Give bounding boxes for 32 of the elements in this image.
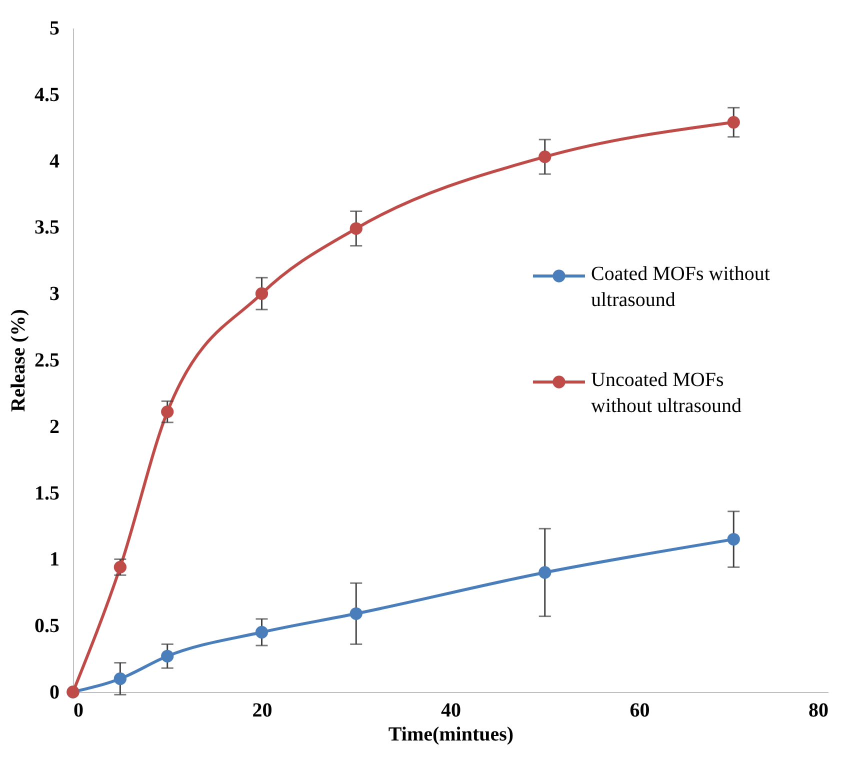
- point: [727, 116, 740, 129]
- y-tick-label: 3: [50, 283, 60, 306]
- y-tick-label: 4.5: [34, 84, 60, 106]
- y-axis-title: Release (%): [8, 309, 30, 412]
- legend-label: Uncoated MOFs without ultrasound: [591, 369, 742, 417]
- y-tick-label: 1.5: [34, 482, 60, 504]
- point: [350, 222, 362, 235]
- x-tick-label: 0: [74, 700, 84, 722]
- x-tick-label: 60: [630, 700, 650, 722]
- point: [255, 287, 268, 300]
- y-tick-label: 4: [50, 150, 60, 172]
- y-tick-label: 3.5: [34, 216, 60, 239]
- x-tick-label: 20: [252, 700, 272, 722]
- y-tick-label: 2.5: [34, 350, 60, 372]
- y-tick-label: 0.5: [34, 615, 60, 638]
- x-tick-label: 80: [808, 700, 828, 722]
- y-tick-label: 2: [50, 416, 60, 438]
- point: [255, 626, 268, 639]
- point: [538, 566, 552, 579]
- point: [161, 405, 174, 418]
- point: [350, 607, 362, 620]
- point: [727, 532, 740, 546]
- x-tick-label: 40: [441, 700, 461, 722]
- y-tick-label: 5: [50, 18, 60, 40]
- point: [161, 650, 174, 662]
- x-axis-title: Time(mintues): [388, 724, 514, 746]
- y-tick-label: 1: [50, 548, 60, 571]
- legend-label: Coated MOFs without ultrasound: [591, 263, 770, 311]
- y-tick-label: 0: [50, 682, 60, 704]
- point: [114, 560, 127, 574]
- point: [538, 150, 552, 164]
- point: [114, 672, 127, 686]
